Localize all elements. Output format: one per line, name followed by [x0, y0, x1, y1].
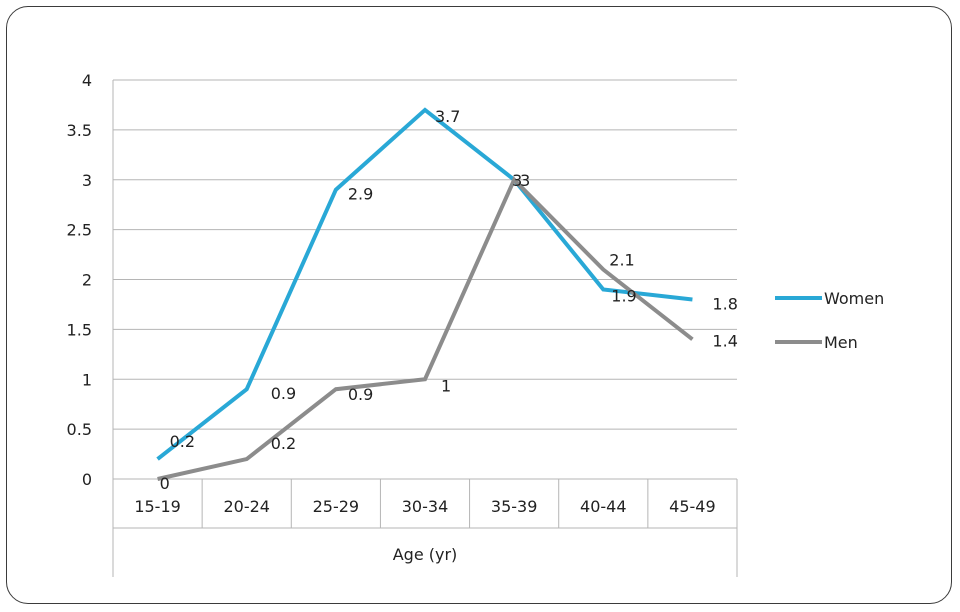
- data-label-women: 1.8: [712, 294, 737, 313]
- data-label-men: 1.4: [712, 331, 737, 350]
- data-label-women: 3: [512, 171, 522, 190]
- data-label-men: 1: [441, 376, 451, 395]
- x-tick-label: 30-34: [402, 497, 449, 516]
- data-label-women: 0.2: [170, 432, 195, 451]
- data-label-women: 3.7: [435, 107, 460, 126]
- data-label-men: 2.1: [609, 251, 634, 270]
- legend-label-women: Women: [824, 289, 884, 308]
- data-label-men: 3: [520, 171, 530, 190]
- y-tick-label: 3: [82, 171, 92, 190]
- y-tick-label: 2: [82, 271, 92, 290]
- y-tick-label: 4: [82, 71, 92, 90]
- x-tick-label: 15-19: [134, 497, 181, 516]
- data-label-men: 0: [160, 474, 170, 493]
- legend: Women Men: [775, 289, 884, 352]
- y-tick-label: 1: [82, 370, 92, 389]
- legend-label-men: Men: [824, 333, 858, 352]
- data-label-men: 0.9: [348, 385, 373, 404]
- data-label-women: 1.9: [611, 286, 636, 305]
- data-label-men: 0.2: [271, 434, 296, 453]
- x-axis: 15-19 20-24 25-29 30-34 35-39 40-44 45-49: [112, 478, 738, 577]
- x-tick-label: 45-49: [669, 497, 716, 516]
- y-axis: 0 0.5 1 1.5 2 2.5 3 3.5 4: [67, 71, 114, 489]
- series-line-women: [156, 107, 693, 461]
- x-axis-title: Age (yr): [393, 545, 458, 564]
- y-tick-label: 3.5: [67, 121, 92, 140]
- x-tick-label: 40-44: [580, 497, 627, 516]
- gridlines: [113, 79, 737, 430]
- y-tick-label: 0.5: [67, 420, 92, 439]
- data-label-women: 2.9: [348, 185, 373, 204]
- data-label-women: 0.9: [271, 384, 296, 403]
- x-tick-label: 35-39: [491, 497, 538, 516]
- data-labels: 0.2 0.9 2.9 3.7 3 1.9 1.8 0 0.2 0.9 1 3 2.1 1.4: [160, 107, 738, 493]
- y-tick-label: 2.5: [67, 221, 92, 240]
- y-tick-label: 1.5: [67, 320, 92, 339]
- x-tick-label: 20-24: [223, 497, 270, 516]
- series-lines: [156, 107, 694, 481]
- x-tick-label: 25-29: [313, 497, 360, 516]
- chart-frame: [6, 6, 952, 604]
- series-line-men: [157, 176, 694, 481]
- y-tick-label: 0: [82, 470, 92, 489]
